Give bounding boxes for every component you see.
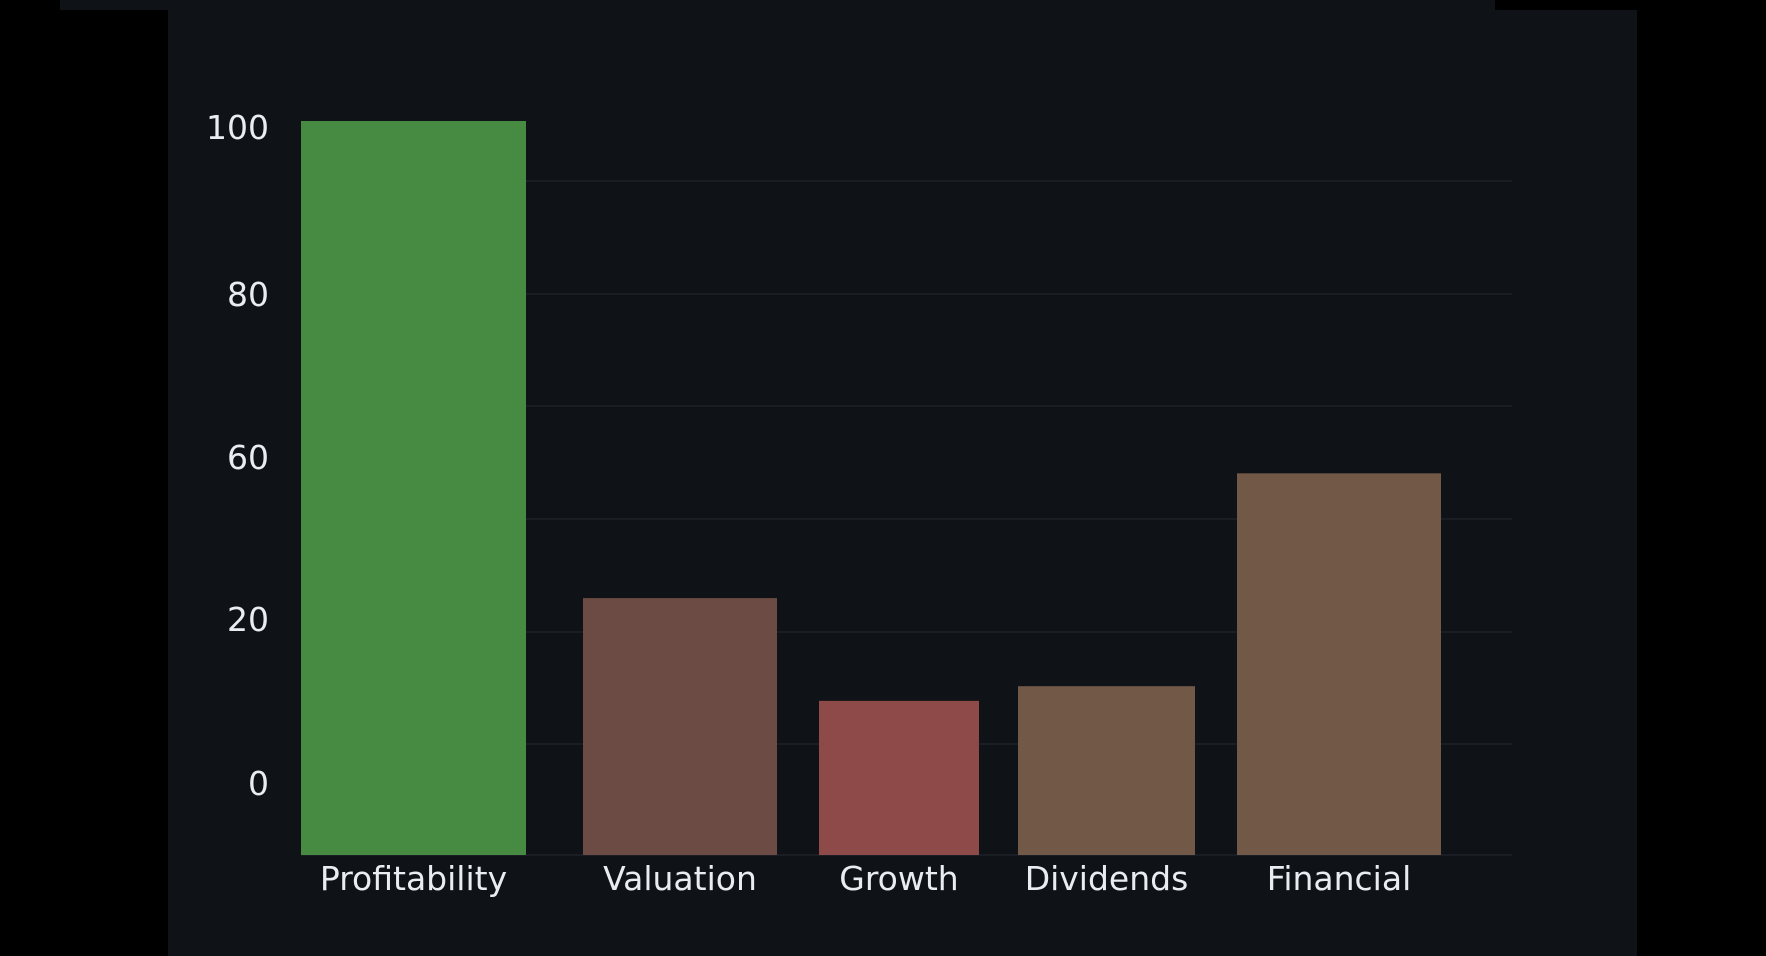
bars bbox=[301, 121, 1441, 855]
y-axis-tick-labels: 100 80 60 20 0 bbox=[206, 108, 269, 803]
top-bar bbox=[60, 0, 1495, 10]
bar-growth bbox=[819, 700, 979, 855]
bar-valuation bbox=[583, 598, 777, 855]
y-tick-label: 60 bbox=[227, 438, 269, 477]
category-label: Growth bbox=[839, 859, 958, 898]
y-tick-label: 80 bbox=[227, 275, 269, 314]
category-label: Dividends bbox=[1025, 859, 1189, 898]
y-tick-label: 0 bbox=[248, 764, 269, 803]
category-label: Valuation bbox=[603, 859, 757, 898]
y-tick-label: 100 bbox=[206, 108, 269, 147]
bar-profitability bbox=[301, 121, 526, 855]
bar-dividends bbox=[1018, 686, 1195, 855]
x-axis-category-labels: Profitability Valuation Growth Dividends Fin… bbox=[320, 859, 1411, 898]
category-label: Financial bbox=[1267, 859, 1412, 898]
y-tick-label: 20 bbox=[227, 600, 269, 639]
bar-financial bbox=[1237, 473, 1441, 855]
category-label: Profitability bbox=[320, 859, 507, 898]
